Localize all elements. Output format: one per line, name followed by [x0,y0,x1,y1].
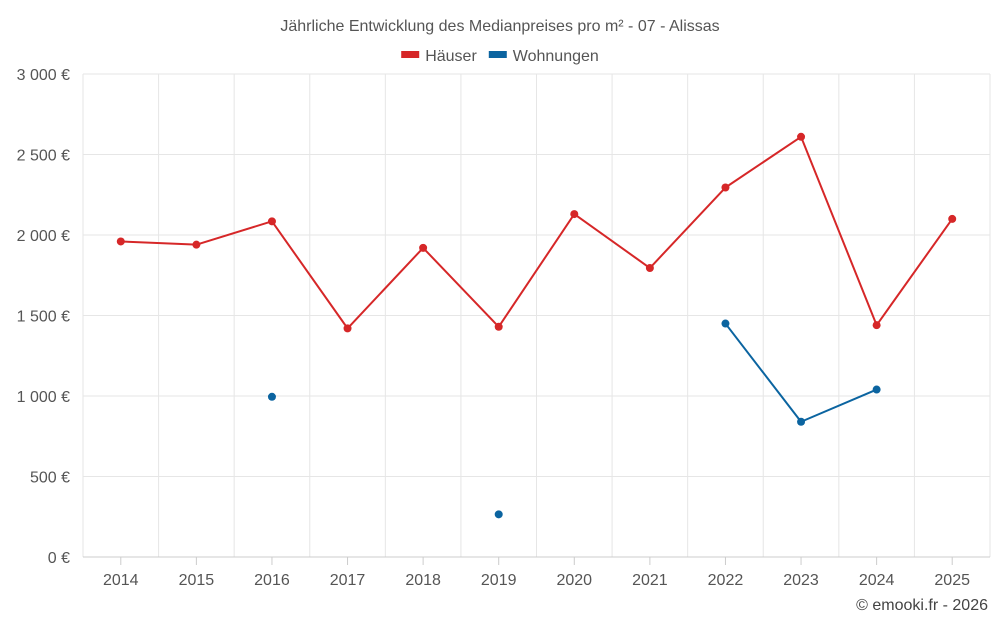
series-line [120,135,954,330]
data-point[interactable] [872,321,881,330]
y-tick-label: 2 500 € [17,148,70,165]
legend-item-1[interactable]: Wohnungen [488,48,599,65]
data-point[interactable] [797,417,806,426]
series-line [724,322,878,423]
series-1 [267,319,881,519]
data-point[interactable] [797,132,806,141]
x-tick-label: 2023 [783,572,819,589]
y-tick-label: 1 000 € [17,389,70,406]
y-tick-label: 500 € [30,470,70,487]
series-0 [116,132,957,333]
y-tick-label: 3 000 € [17,67,70,84]
credit-text: © emooki.fr - 2026 [856,597,988,614]
y-tick-label: 0 € [48,550,70,567]
y-tick-label: 1 500 € [17,309,70,326]
chart-title: Jährliche Entwicklung des Medianpreises … [280,18,719,35]
data-point[interactable] [872,385,881,394]
x-tick-label: 2024 [859,572,895,589]
x-tick-label: 2020 [556,572,592,589]
data-point[interactable] [721,183,730,192]
y-axis: 0 € 500 € 1 000 € 1 500 € 2 000 € 2 500 € 3 00… [17,67,70,567]
legend-item-0[interactable]: Häuser [401,48,477,65]
series-group [116,132,957,519]
legend-label: Wohnungen [513,48,599,65]
x-tick-label: 2019 [481,572,517,589]
legend: Häuser Wohnungen [401,48,599,65]
x-tick-label: 2018 [405,572,441,589]
x-tick-label: 2016 [254,572,290,589]
x-tick-label: 2025 [934,572,970,589]
data-point[interactable] [494,322,503,331]
data-point[interactable] [192,240,201,249]
data-point[interactable] [419,243,428,252]
data-point[interactable] [645,264,654,273]
data-point[interactable] [267,217,276,226]
x-tick-label: 2021 [632,572,668,589]
legend-swatch [488,51,507,58]
x-tick-label: 2014 [103,572,139,589]
data-point[interactable] [494,510,503,519]
data-point[interactable] [343,324,352,333]
legend-label: Häuser [425,48,477,65]
data-point[interactable] [267,392,276,401]
data-point[interactable] [948,214,957,223]
data-point[interactable] [570,210,579,219]
x-axis: 2014 2015 2016 2017 2018 2019 2020 2021 2022 2023… [83,556,990,589]
grid [82,73,991,557]
x-tick-label: 2022 [708,572,744,589]
x-tick-label: 2017 [330,572,366,589]
data-point[interactable] [116,237,125,246]
y-tick-label: 2 000 € [17,228,70,245]
data-point[interactable] [721,319,730,328]
legend-swatch [401,51,420,58]
x-tick-label: 2015 [179,572,215,589]
